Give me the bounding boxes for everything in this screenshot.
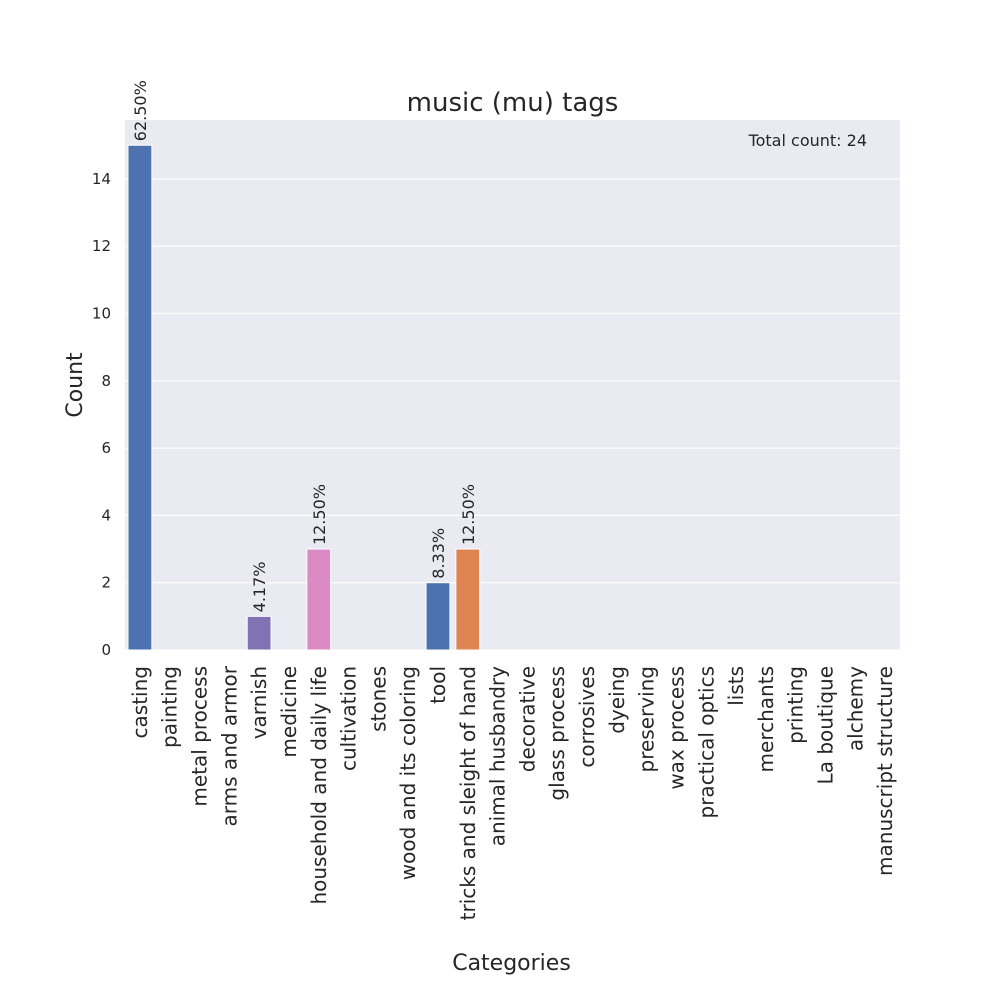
bar-percent-label: 12.50% [459, 484, 478, 545]
x-tick-label: varnish [247, 666, 271, 739]
x-tick-label: preserving [635, 666, 659, 773]
total-count-annotation: Total count: 24 [748, 131, 867, 150]
x-tick-label: corrosives [575, 666, 599, 768]
y-tick-label: 14 [92, 170, 111, 188]
bar-0 [127, 144, 153, 651]
y-tick-label: 10 [92, 304, 111, 322]
gridlines [125, 178, 900, 651]
x-tick-label: merchants [754, 666, 778, 772]
x-tick-label: casting [128, 666, 152, 738]
y-tick-label: 12 [92, 237, 111, 255]
x-axis-ticks: casting painting metal process arms and arm… [128, 665, 897, 920]
bar-4 [246, 615, 272, 651]
x-tick-label: glass process [545, 666, 569, 801]
chart-title: music (mu) tags [407, 88, 619, 118]
x-tick-label: animal husbandry [486, 666, 510, 846]
x-tick-label: household and daily life [307, 666, 331, 905]
x-tick-label: dyeing [605, 666, 629, 734]
y-axis-ticks: 0 2 4 6 8 10 12 14 [92, 170, 111, 659]
x-tick-label: practical optics [694, 666, 718, 818]
bars [127, 144, 481, 651]
x-tick-label: tool [426, 666, 450, 704]
plot-area [125, 120, 900, 650]
x-tick-label: tricks and sleight of hand [456, 666, 480, 920]
x-tick-label: La boutique [813, 666, 837, 784]
bar-percent-label: 12.50% [310, 484, 329, 545]
y-tick-label: 2 [101, 574, 111, 592]
x-tick-label: metal process [188, 666, 212, 807]
x-tick-label: printing [784, 666, 808, 744]
bar-percent-label: 62.50% [131, 80, 150, 141]
y-tick-label: 8 [101, 372, 111, 390]
x-tick-label: decorative [515, 666, 539, 772]
x-tick-label: manuscript structure [873, 666, 897, 876]
x-tick-label: stones [366, 666, 390, 732]
x-tick-label: arms and armor [217, 665, 241, 826]
x-tick-label: medicine [277, 666, 301, 758]
y-tick-label: 4 [101, 506, 111, 524]
bar-10 [425, 582, 451, 651]
x-tick-label: cultivation [337, 666, 361, 771]
y-tick-label: 6 [101, 439, 111, 457]
y-axis-label: Count [63, 352, 88, 418]
bar-percent-labels: 62.50% 4.17% 12.50% 8.33% 12.50% [131, 80, 478, 612]
x-tick-label: wood and its coloring [396, 666, 420, 880]
bar-11 [455, 548, 481, 651]
bar-6 [306, 548, 332, 651]
bar-percent-label: 4.17% [250, 562, 269, 613]
y-tick-label: 0 [101, 641, 111, 659]
bar-percent-label: 8.33% [429, 528, 448, 579]
x-tick-label: alchemy [843, 666, 867, 751]
x-tick-label: painting [158, 666, 182, 748]
x-tick-label: lists [724, 666, 748, 706]
x-tick-label: wax process [664, 666, 688, 790]
x-axis-label: Categories [452, 951, 571, 976]
